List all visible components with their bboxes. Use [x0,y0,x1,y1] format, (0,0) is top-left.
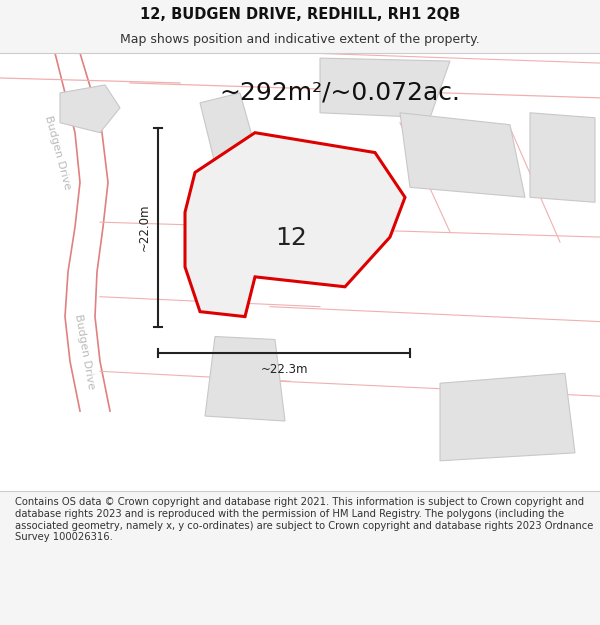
Polygon shape [530,112,595,202]
Polygon shape [400,112,525,198]
Text: ~292m²/~0.072ac.: ~292m²/~0.072ac. [220,81,461,105]
Polygon shape [320,58,450,118]
Polygon shape [185,132,405,317]
Polygon shape [440,373,575,461]
Text: 12, BUDGEN DRIVE, REDHILL, RH1 2QB: 12, BUDGEN DRIVE, REDHILL, RH1 2QB [140,8,460,22]
Text: Budgen Drive: Budgen Drive [43,114,73,191]
Polygon shape [205,336,285,421]
Text: ~22.0m: ~22.0m [137,203,151,251]
Text: ~22.3m: ~22.3m [260,363,308,376]
Text: Budgen Drive: Budgen Drive [73,313,97,390]
Polygon shape [200,93,265,192]
Polygon shape [60,85,120,132]
Text: Map shows position and indicative extent of the property.: Map shows position and indicative extent… [120,33,480,46]
Text: Contains OS data © Crown copyright and database right 2021. This information is : Contains OS data © Crown copyright and d… [15,498,593,542]
Text: 12: 12 [275,226,307,250]
